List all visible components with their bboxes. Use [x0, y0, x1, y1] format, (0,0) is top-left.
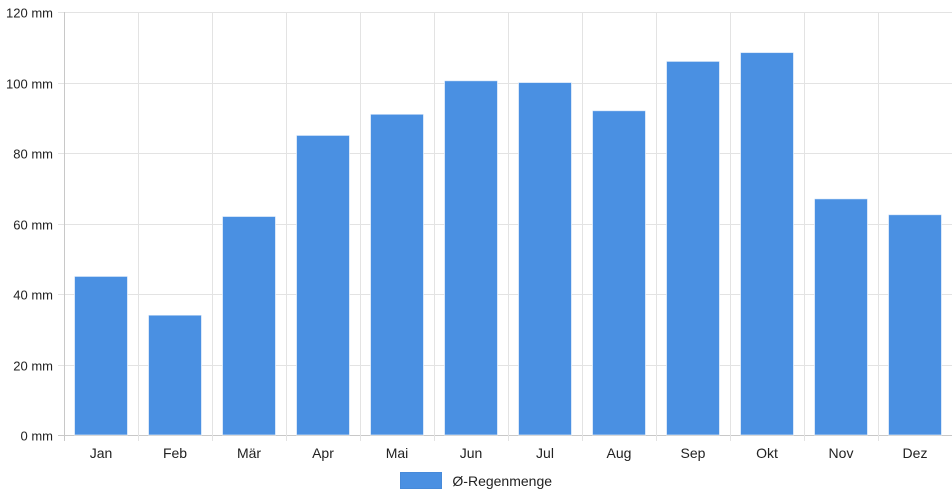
bar-nov[interactable] — [814, 198, 868, 436]
x-tick-label: Jan — [90, 445, 113, 461]
x-tick-label: Dez — [903, 445, 928, 461]
y-tick-label: 0 mm — [21, 429, 54, 444]
bar-okt[interactable] — [740, 52, 794, 436]
bar-mai[interactable] — [370, 113, 424, 436]
bar-feb[interactable] — [148, 314, 202, 436]
y-tick-labels: 0 mm 20 mm 40 mm 60 mm 80 mm 100 mm 120 mm — [6, 6, 53, 444]
x-tick-label: Nov — [829, 445, 854, 461]
bar-jan[interactable] — [74, 275, 128, 436]
x-tick-label: Jun — [460, 445, 483, 461]
y-tick-label: 20 mm — [13, 359, 53, 374]
bar-dez[interactable] — [888, 214, 942, 436]
bar-jun[interactable] — [444, 80, 498, 436]
bar-jul[interactable] — [518, 82, 572, 436]
x-tick-label: Sep — [681, 445, 706, 461]
x-tick-label: Aug — [607, 445, 632, 461]
x-tick-label: Mai — [386, 445, 409, 461]
y-tick-label: 80 mm — [13, 147, 53, 162]
y-tick-label: 40 mm — [13, 288, 53, 303]
x-tick-label: Jul — [536, 445, 554, 461]
y-tick-label: 100 mm — [6, 77, 53, 92]
y-tick-label: 60 mm — [13, 218, 53, 233]
bar-mär[interactable] — [222, 215, 276, 436]
bar-sep[interactable] — [666, 60, 720, 436]
x-tick-labels: Jan Feb Mär Apr Mai Jun Jul Aug Sep Okt Nov Dez — [90, 445, 928, 461]
x-tick-label: Mär — [237, 445, 261, 461]
legend-label: Ø-Regenmenge — [452, 472, 553, 489]
x-tick-label: Okt — [756, 445, 778, 461]
legend[interactable]: Ø-Regenmenge — [0, 472, 952, 490]
legend-swatch — [399, 472, 442, 490]
y-tick-label: 120 mm — [6, 6, 53, 21]
bars — [74, 52, 942, 436]
x-tick-label: Apr — [312, 445, 334, 461]
bar-aug[interactable] — [592, 110, 646, 436]
grid-lines — [58, 12, 952, 441]
x-tick-label: Feb — [163, 445, 187, 461]
bar-apr[interactable] — [296, 134, 350, 436]
